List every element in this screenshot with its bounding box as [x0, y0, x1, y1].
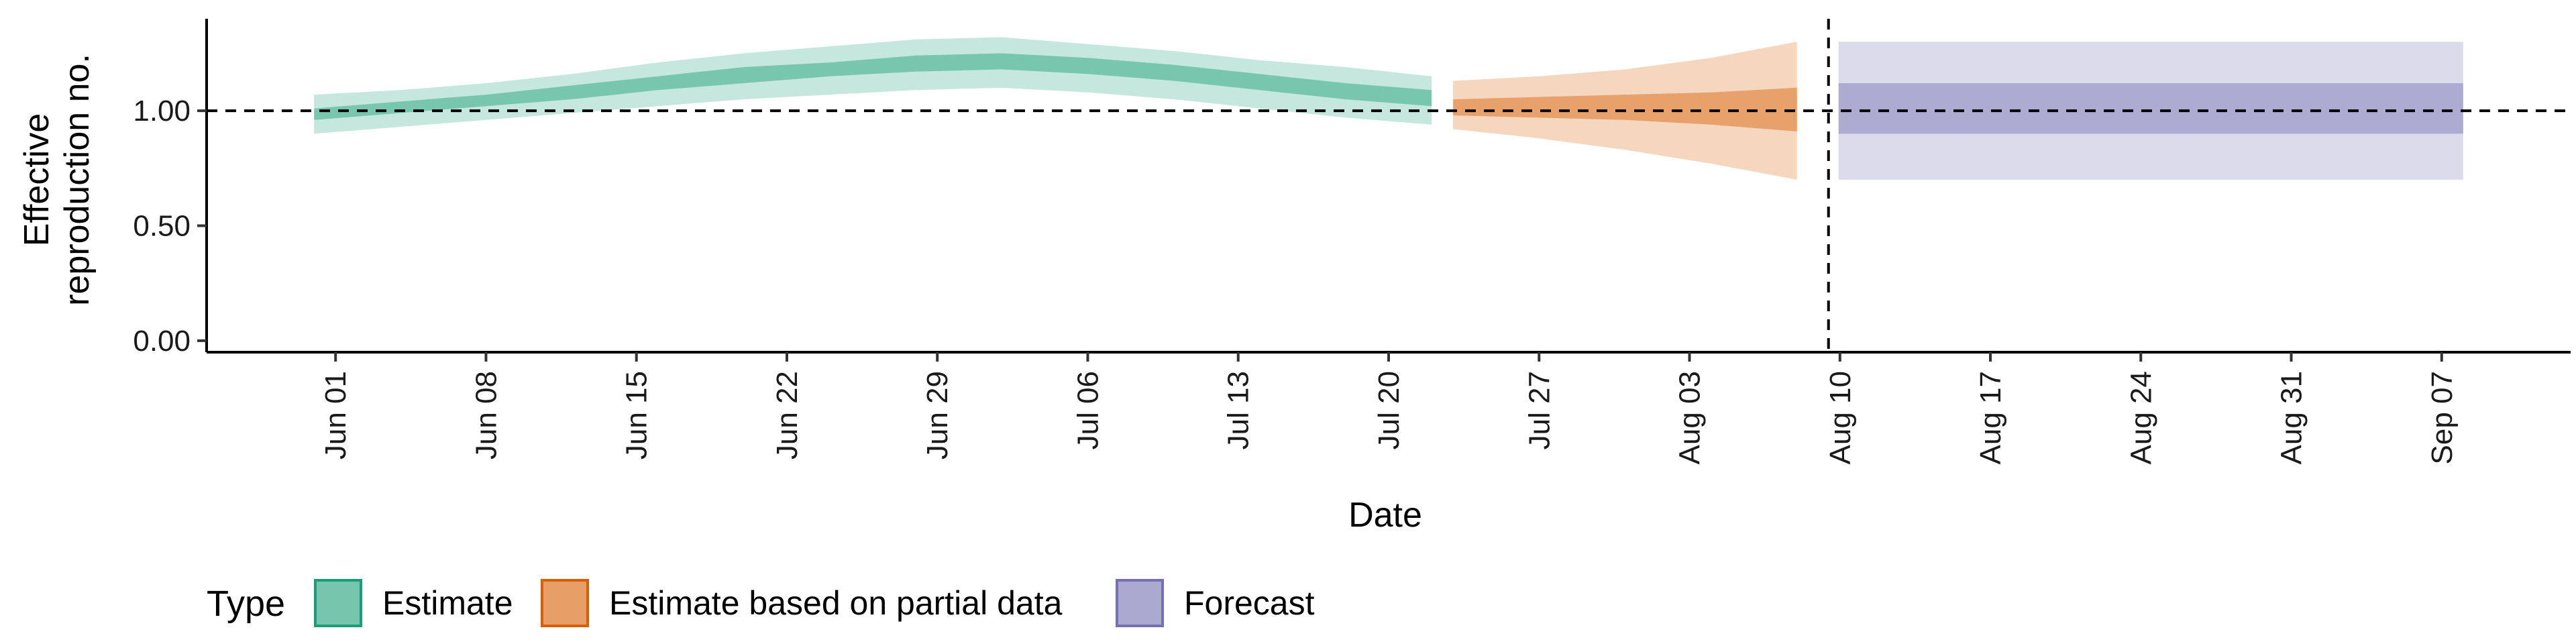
x-tick-label: Jul 13 [1222, 371, 1255, 449]
x-tick-label: Jun 08 [470, 371, 503, 460]
y-axis-title-line-1: Effective [17, 113, 56, 246]
legend-item-forecast: Forecast [1116, 579, 1315, 627]
legend-item-estimate-based-on-partial-data: Estimate based on partial data [541, 579, 1063, 627]
y-tick-label: 1.00 [133, 95, 191, 127]
band-50-forecast [1838, 83, 2463, 134]
band-50-estimate [314, 53, 1432, 120]
x-tick-label: Jul 20 [1373, 371, 1405, 449]
x-tick-label: Jun 29 [921, 371, 954, 460]
x-tick-label: Aug 03 [1674, 371, 1707, 464]
legend-label-estimate-based-on-partial-data: Estimate based on partial data [609, 584, 1063, 622]
y-axis-title-line-2: reproduction no. [58, 54, 97, 306]
x-tick-label: Jul 27 [1523, 371, 1556, 449]
x-tick-label: Sep 07 [2426, 371, 2459, 464]
legend-item-estimate: Estimate [314, 579, 513, 627]
legend-swatch-estimate [314, 579, 362, 627]
axes: 0.00 0.50 1.00 Jun 01 Jun 08 Jun 15 Jun 22 Jun … [133, 19, 2571, 464]
x-tick-label: Jun 22 [771, 371, 804, 460]
legend: Type Estimate Estimate based on partial d… [207, 579, 1315, 627]
legend-swatch-forecast [1116, 579, 1164, 627]
x-tick-label: Jun 01 [319, 371, 352, 460]
x-tick-label: Aug 17 [1974, 371, 2007, 464]
y-tick-label: 0.00 [133, 325, 191, 358]
y-tick-label: 0.50 [133, 209, 191, 242]
x-tick-label: Aug 24 [2125, 371, 2157, 464]
y-axis-title: Effective reproduction no. [17, 54, 97, 306]
x-axis-title: Date [1348, 496, 1422, 535]
band-90-estimate [314, 37, 1432, 134]
series-estimate [314, 37, 1432, 134]
x-tick-label: Jul 06 [1072, 371, 1105, 449]
x-tick-label: Jun 15 [621, 371, 653, 460]
series-bands [314, 37, 2463, 180]
x-tick-label: Aug 31 [2275, 371, 2308, 464]
legend-swatch-estimate-based-on-partial-data [541, 579, 589, 627]
legend-label-forecast: Forecast [1184, 584, 1315, 622]
x-tick-label: Aug 10 [1824, 371, 1857, 464]
legend-title: Type [207, 584, 285, 624]
legend-label-estimate: Estimate [382, 584, 513, 622]
